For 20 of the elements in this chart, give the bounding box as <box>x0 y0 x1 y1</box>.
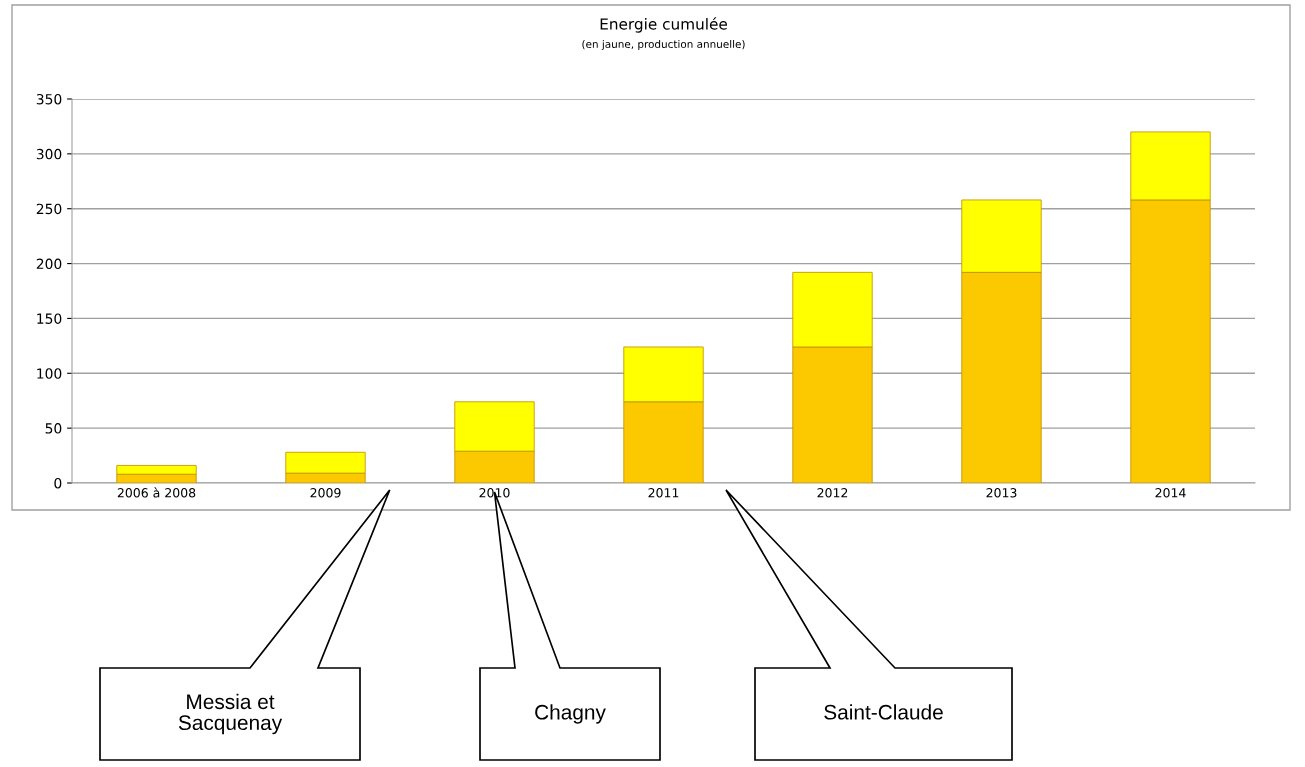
text: Chagny <box>535 704 606 724</box>
y-tick-label: 350 <box>36 93 62 105</box>
y-tick-label: 0 <box>54 477 62 489</box>
y-tick-label: 300 <box>36 148 62 160</box>
y-tick-label: 150 <box>37 313 62 324</box>
x-tick-label: 2010 <box>479 488 510 498</box>
chart-title: Energie cumulée <box>600 17 728 33</box>
x-tick-label: 2009 <box>310 488 341 498</box>
chart-subtitle: (en jaune, production annuelle) <box>582 39 745 51</box>
y-tick-label: 250 <box>36 203 62 215</box>
x-tick-label: 2013 <box>986 488 1017 498</box>
y-tick-label: 200 <box>36 258 62 270</box>
x-tick-label: 2012 <box>817 488 848 498</box>
x-tick-label: 2011 <box>648 488 679 498</box>
y-tick-label: 100 <box>37 368 62 379</box>
y-tick-label: 50 <box>45 423 62 434</box>
text: Saint-Claude <box>824 704 943 720</box>
x-tick-label: 2014 <box>1155 488 1186 498</box>
text: Messia et Sacquenay <box>178 693 283 735</box>
x-tick-label: 2006 à 2008 <box>117 487 196 498</box>
